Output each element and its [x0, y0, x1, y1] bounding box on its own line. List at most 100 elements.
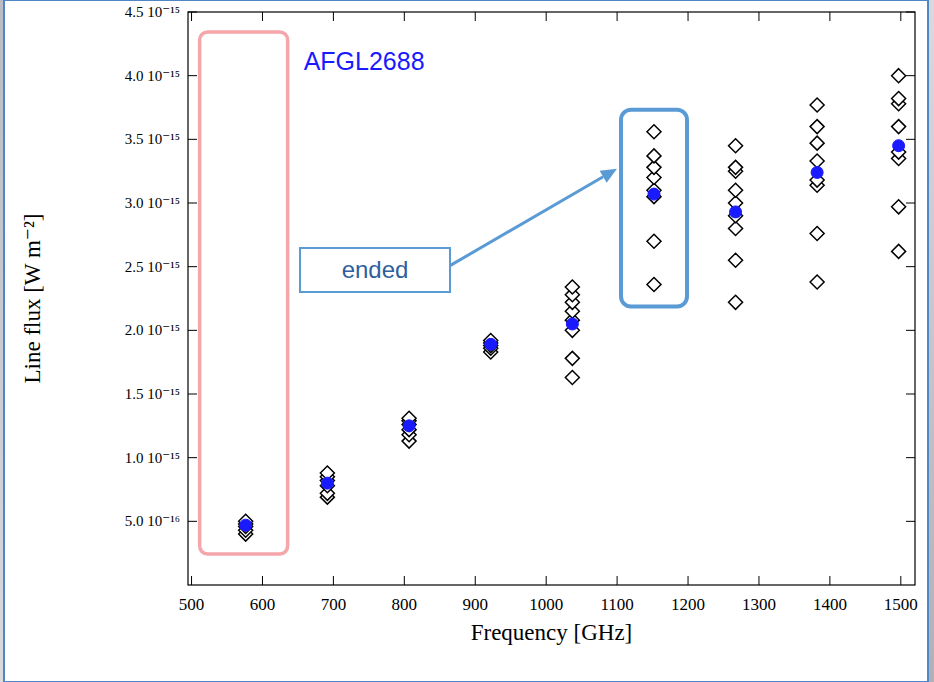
mean-point	[403, 420, 415, 432]
highlight-box	[621, 110, 687, 307]
x-tick-label: 800	[392, 595, 418, 614]
x-tick	[617, 12, 618, 21]
y-tick	[188, 266, 197, 267]
x-tick	[404, 12, 405, 21]
x-tick	[191, 576, 192, 585]
y-tick	[906, 394, 915, 395]
x-tick	[688, 576, 689, 585]
x-tick	[758, 576, 759, 585]
x-tick	[404, 576, 405, 585]
diamond-point	[729, 253, 743, 267]
diamond-point	[647, 125, 661, 139]
y-tick	[188, 457, 197, 458]
x-tick-label: 1000	[529, 595, 563, 614]
x-tick-label: 500	[179, 595, 205, 614]
y-tick	[188, 139, 197, 140]
mean-point	[321, 477, 333, 489]
diamond-point	[810, 275, 824, 289]
y-tick	[906, 330, 915, 331]
y-tick-label: 3.0 10⁻¹⁵	[125, 195, 180, 211]
y-tick	[906, 266, 915, 267]
diamond-point	[647, 149, 661, 163]
x-tick	[262, 576, 263, 585]
x-tick-label: 1100	[600, 595, 633, 614]
callout-text: ended	[342, 256, 409, 283]
diamond-point	[810, 136, 824, 150]
x-tick-label: 1400	[813, 595, 847, 614]
mean-point	[566, 318, 578, 330]
y-tick	[906, 521, 915, 522]
y-axis-title: Line flux [W m⁻²]	[20, 214, 45, 384]
x-tick	[475, 12, 476, 21]
diamond-point	[484, 339, 498, 353]
x-tick-label: 900	[463, 595, 489, 614]
callout-box	[300, 248, 450, 292]
y-tick-label: 1.0 10⁻¹⁵	[125, 450, 180, 466]
diamond-point	[892, 120, 906, 134]
y-tick-label: 2.5 10⁻¹⁵	[125, 259, 180, 275]
y-tick	[906, 12, 915, 13]
diamond-point	[892, 69, 906, 83]
chart: 5006007008009001000110012001300140015005…	[0, 0, 934, 682]
x-tick	[829, 12, 830, 21]
panel	[4, 0, 928, 682]
data-points	[239, 69, 906, 541]
x-tick	[900, 576, 901, 585]
y-tick	[188, 394, 197, 395]
diamond-point	[239, 519, 253, 533]
background	[0, 0, 934, 682]
diamond-point	[647, 277, 661, 291]
diamond-point	[810, 120, 824, 134]
mean-point	[730, 206, 742, 218]
highlight-box	[200, 32, 288, 554]
diamond-point	[729, 183, 743, 197]
y-tick-label: 5.0 10⁻¹⁶	[125, 513, 180, 529]
x-tick	[758, 12, 759, 21]
x-tick-label: 1500	[884, 595, 918, 614]
diamond-point	[729, 160, 743, 174]
x-tick-label: 600	[250, 595, 276, 614]
diamond-point	[647, 234, 661, 248]
y-tick	[188, 75, 197, 76]
diamond-point	[810, 154, 824, 168]
mean-point	[485, 338, 497, 350]
y-tick-label: 4.5 10⁻¹⁵	[125, 4, 180, 20]
x-tick	[546, 12, 547, 21]
x-tick	[546, 576, 547, 585]
mean-point	[240, 519, 252, 531]
y-tick	[906, 139, 915, 140]
diamond-point	[810, 227, 824, 241]
slide: 5006007008009001000110012001300140015005…	[0, 0, 934, 682]
x-tick	[191, 12, 192, 21]
y-tick	[906, 75, 915, 76]
y-tick-label: 4.0 10⁻¹⁵	[125, 68, 180, 84]
x-tick-label: 1300	[742, 595, 776, 614]
x-tick	[262, 12, 263, 21]
diamond-point	[729, 295, 743, 309]
y-tick-label: 2.0 10⁻¹⁵	[125, 322, 180, 338]
arrow-head	[600, 169, 617, 183]
plot-frame	[188, 12, 915, 585]
y-tick	[906, 457, 915, 458]
mean-point	[893, 140, 905, 152]
y-tick	[188, 12, 197, 13]
diamond-point	[565, 280, 579, 294]
diamond-point	[892, 244, 906, 258]
y-tick-label: 3.5 10⁻¹⁵	[125, 131, 180, 147]
diamond-point	[729, 139, 743, 153]
y-tick-label: 1.5 10⁻¹⁵	[125, 386, 180, 402]
diamond-point	[892, 92, 906, 106]
x-tick	[333, 576, 334, 585]
x-tick	[829, 576, 830, 585]
x-tick	[900, 12, 901, 21]
mean-point	[648, 188, 660, 200]
y-tick	[188, 330, 197, 331]
x-tick	[688, 12, 689, 21]
y-tick	[906, 203, 915, 204]
callout-arrow	[450, 177, 603, 266]
mean-point	[811, 166, 823, 178]
diamond-point	[565, 351, 579, 365]
x-tick	[333, 12, 334, 21]
object-label: AFGL2688	[304, 47, 425, 75]
y-tick	[188, 521, 197, 522]
